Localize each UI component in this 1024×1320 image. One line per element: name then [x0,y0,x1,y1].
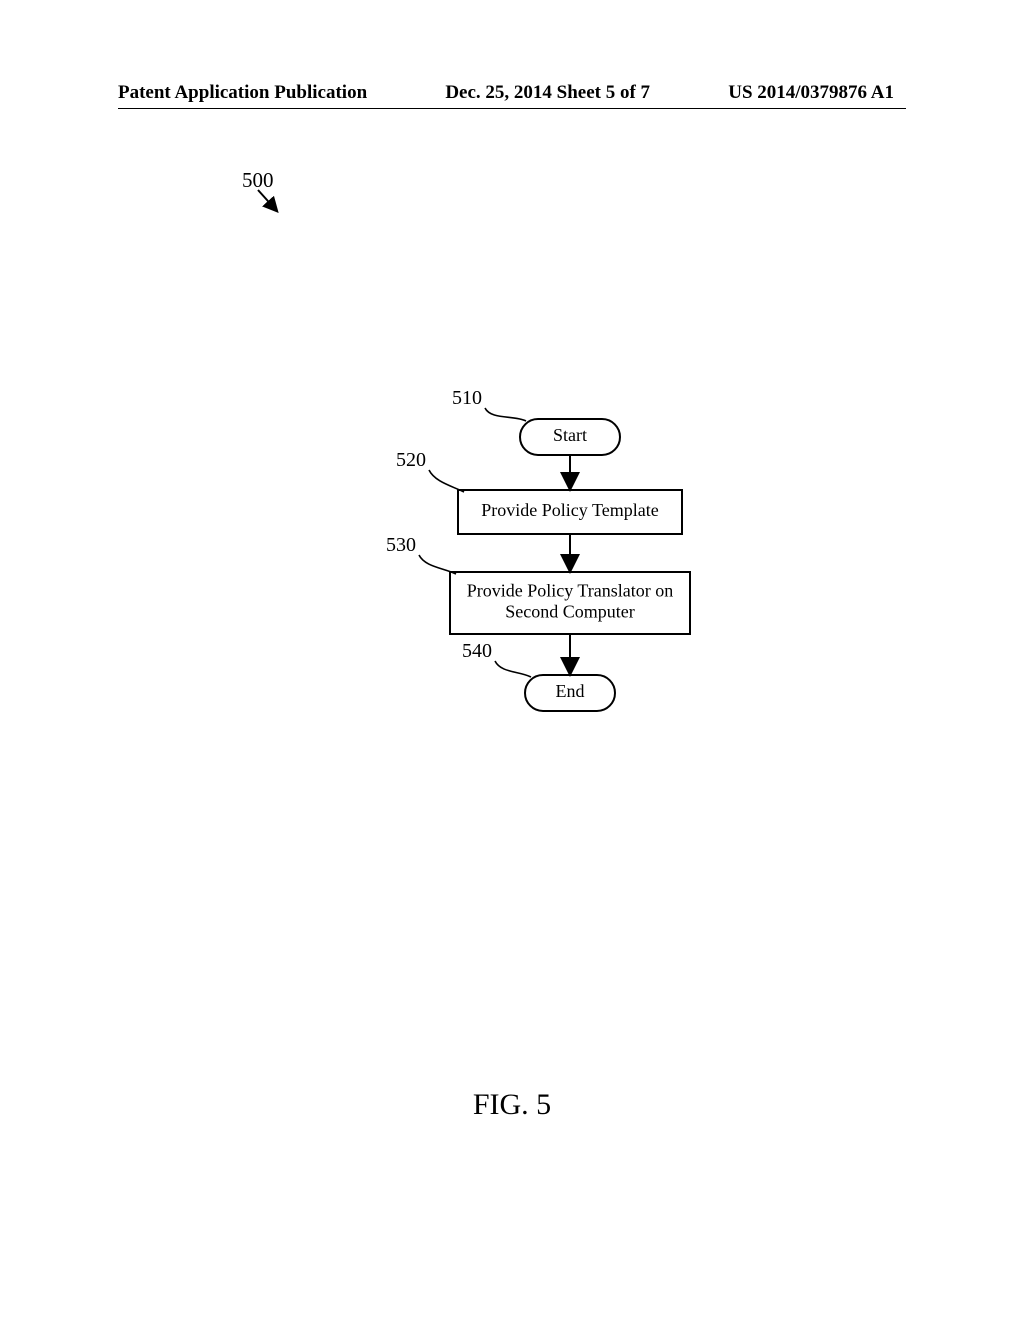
flowchart-node-label-end: End [556,681,585,701]
flowchart-ref-510: 510 [452,387,482,409]
flowchart-ref-leader-520 [429,470,464,492]
figure-caption: FIG. 5 [0,1088,1024,1122]
flowchart-ref-530: 530 [386,534,416,556]
flowchart-ref-520: 520 [396,449,426,471]
flowchart-ref-leader-540 [495,661,531,677]
flowchart-ref-leader-530 [419,555,456,574]
flowchart-ref-540: 540 [462,640,492,662]
flowchart-ref-leader-510 [485,408,526,421]
flowchart-node-label-start: Start [553,425,587,445]
flowchart: Start510Provide Policy Template520Provid… [0,0,1024,1320]
flowchart-node-label-step1: Provide Policy Template [481,500,658,520]
page: Patent Application Publication Dec. 25, … [0,0,1024,1320]
